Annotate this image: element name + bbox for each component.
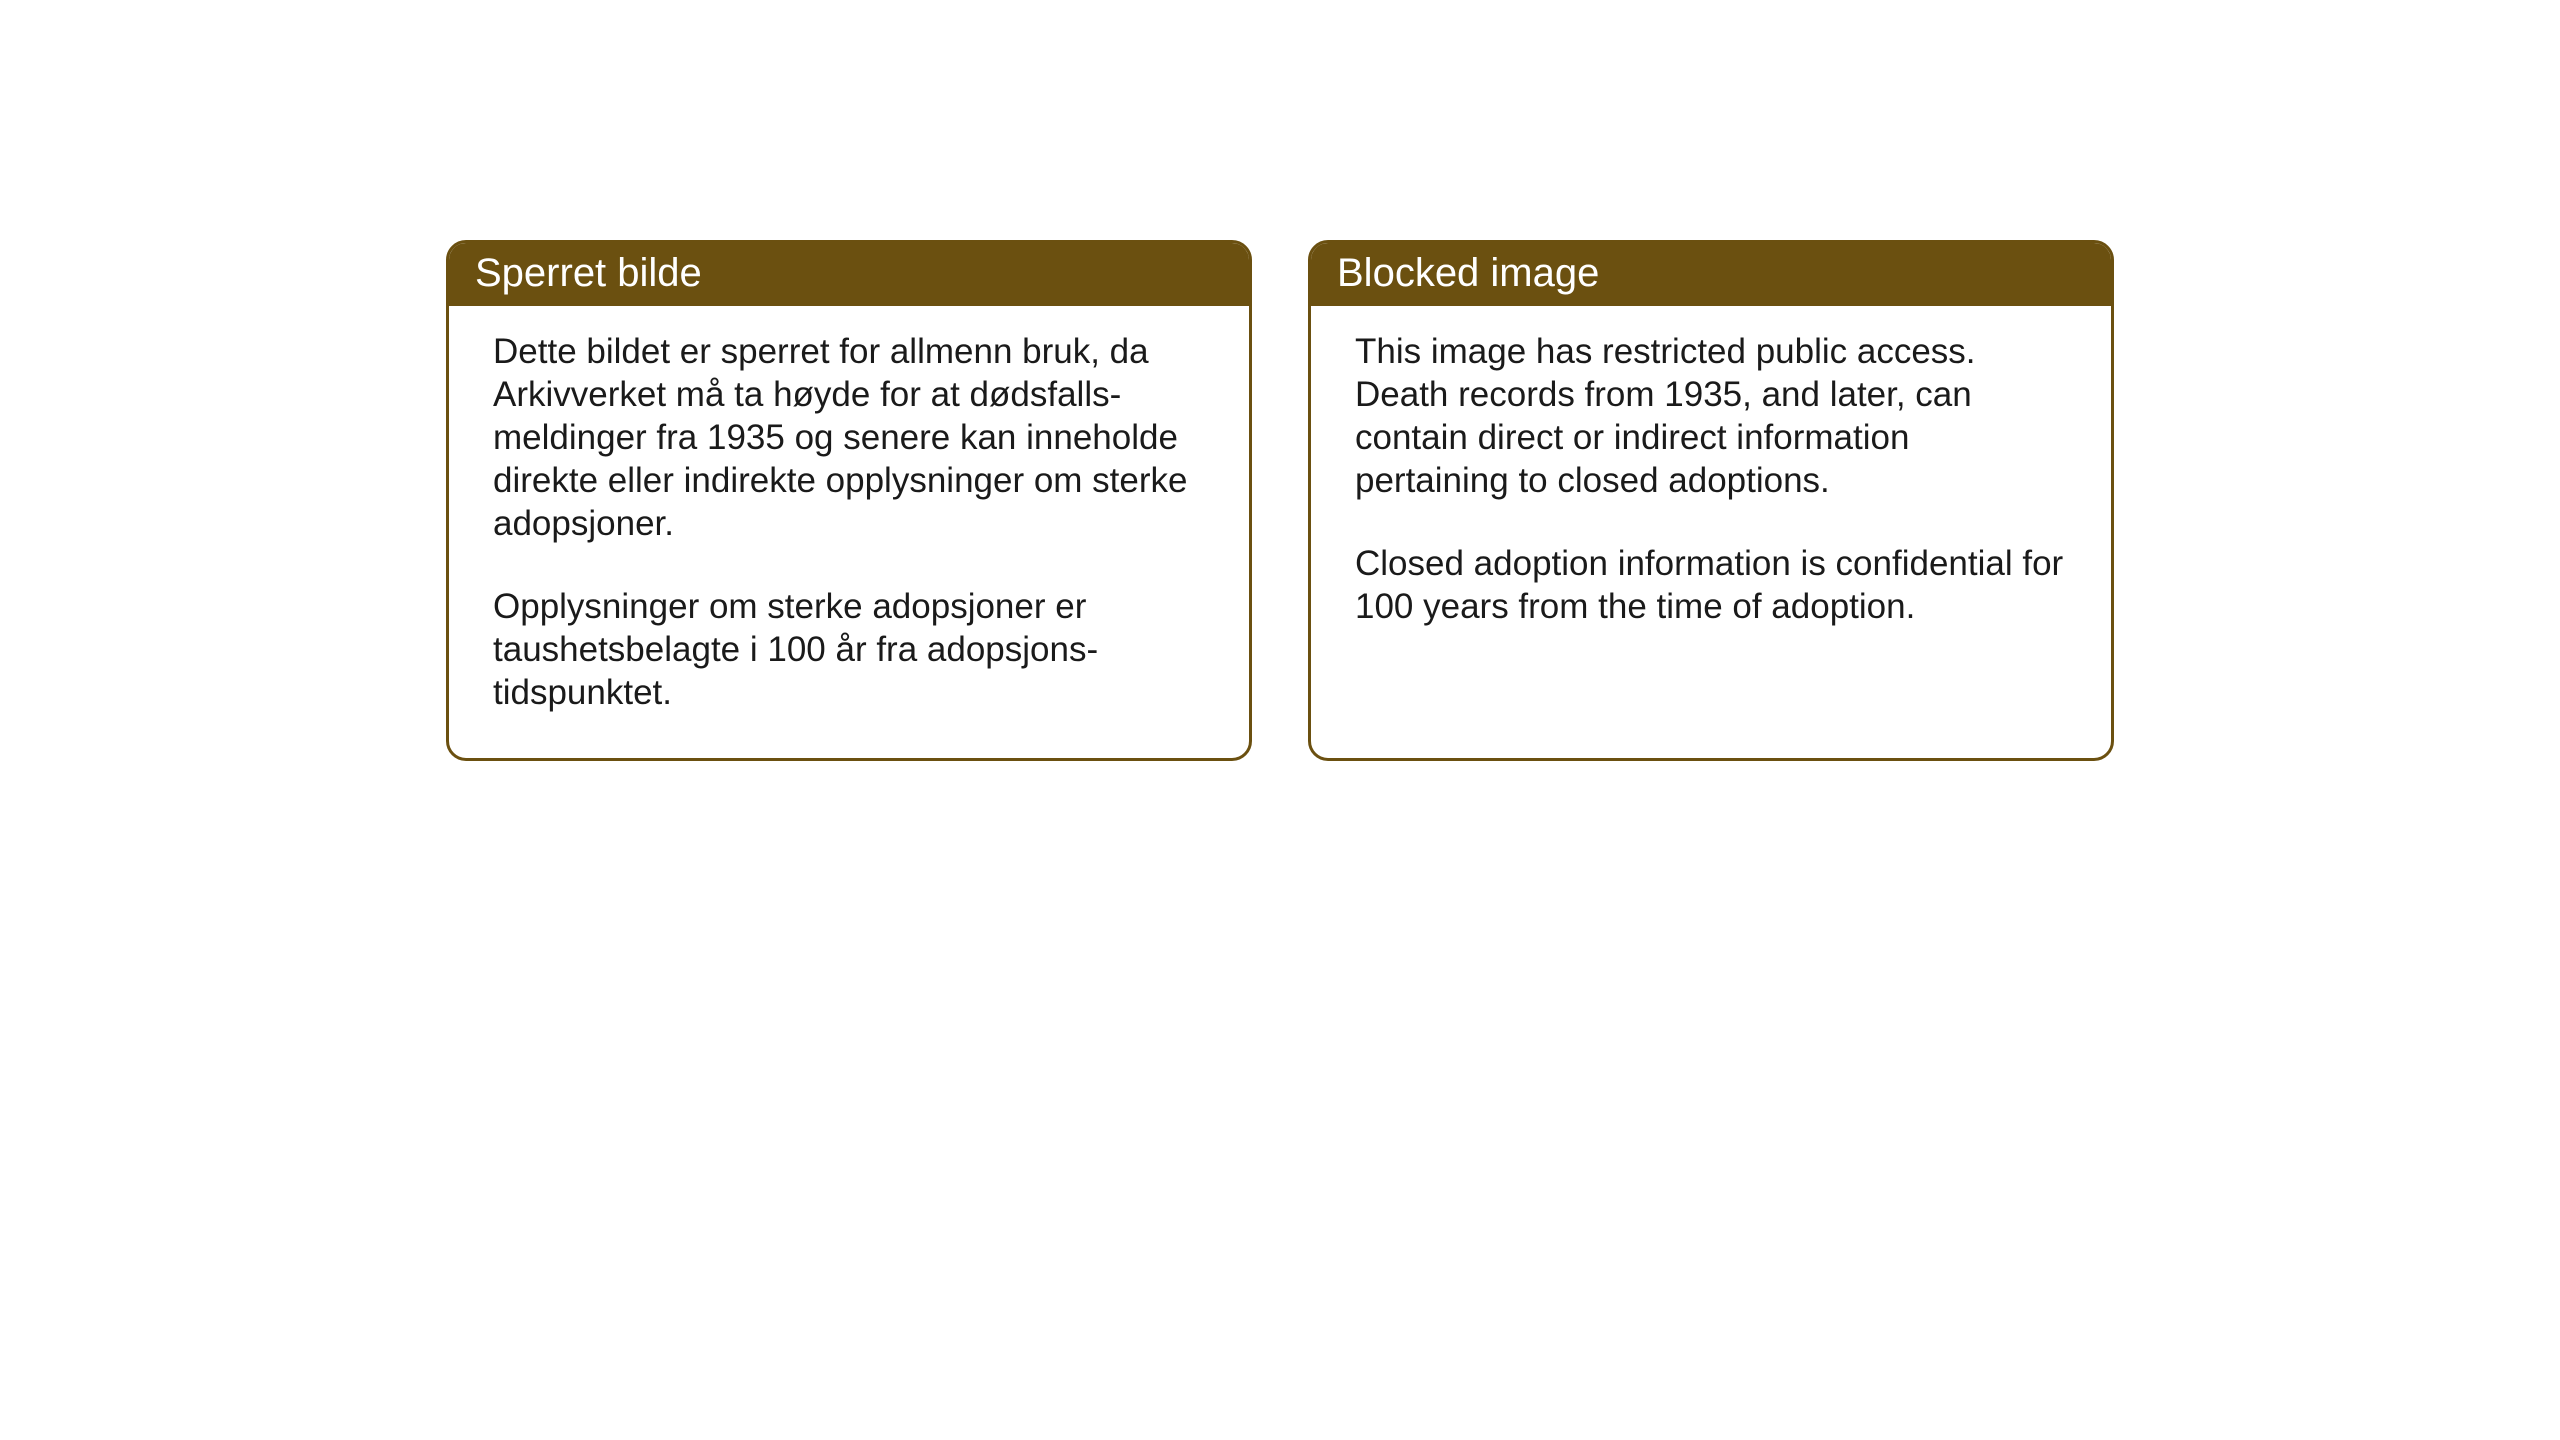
card-header-english: Blocked image (1311, 243, 2111, 306)
card-header-norwegian: Sperret bilde (449, 243, 1249, 306)
card-body-norwegian: Dette bildet er sperret for allmenn bruk… (449, 306, 1249, 758)
card-paragraph-1-norwegian: Dette bildet er sperret for allmenn bruk… (493, 330, 1205, 545)
notice-card-english: Blocked image This image has restricted … (1308, 240, 2114, 761)
card-paragraph-2-norwegian: Opplysninger om sterke adopsjoner er tau… (493, 585, 1205, 714)
notice-container: Sperret bilde Dette bildet er sperret fo… (446, 240, 2114, 761)
card-paragraph-2-english: Closed adoption information is confident… (1355, 542, 2067, 628)
notice-card-norwegian: Sperret bilde Dette bildet er sperret fo… (446, 240, 1252, 761)
card-body-english: This image has restricted public access.… (1311, 306, 2111, 672)
card-paragraph-1-english: This image has restricted public access.… (1355, 330, 2067, 502)
card-title-english: Blocked image (1337, 251, 1599, 295)
card-title-norwegian: Sperret bilde (475, 251, 702, 295)
